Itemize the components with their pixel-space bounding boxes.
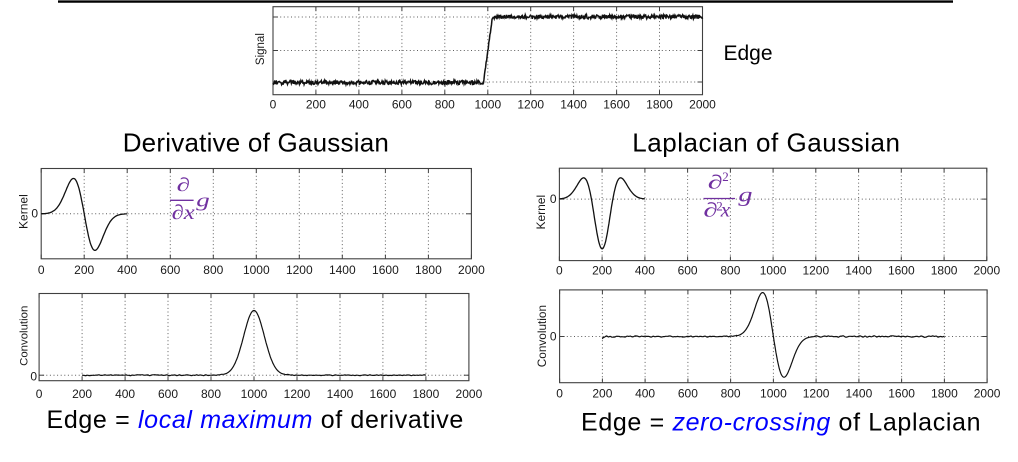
svg-text:1600: 1600 [372, 263, 399, 277]
svg-text:800: 800 [720, 263, 740, 277]
svg-text:Edge = zero-crossing of Laplac: Edge = zero-crossing of Laplacian [581, 408, 981, 436]
svg-text:0: 0 [550, 192, 557, 206]
svg-text:2000: 2000 [456, 387, 483, 401]
svg-text:g: g [738, 184, 752, 206]
svg-text:1800: 1800 [931, 386, 958, 400]
svg-text:2000: 2000 [974, 386, 1001, 400]
svg-text:0: 0 [556, 263, 563, 277]
svg-text:600: 600 [678, 386, 698, 400]
svg-text:1000: 1000 [760, 263, 787, 277]
svg-text:Edge = local maximum of deriva: Edge = local maximum of derivative [47, 406, 464, 434]
svg-text:0: 0 [550, 329, 557, 343]
svg-text:1200: 1200 [286, 263, 313, 277]
svg-text:0: 0 [31, 207, 38, 221]
svg-text:600: 600 [392, 98, 412, 112]
svg-text:1200: 1200 [284, 387, 311, 401]
svg-text:Convolution: Convolution [535, 305, 549, 367]
svg-text:400: 400 [635, 386, 655, 400]
svg-text:600: 600 [678, 263, 698, 277]
svg-text:1600: 1600 [370, 387, 397, 401]
svg-text:1000: 1000 [241, 387, 268, 401]
svg-text:400: 400 [349, 98, 369, 112]
svg-text:800: 800 [201, 387, 221, 401]
svg-text:800: 800 [203, 263, 223, 277]
svg-text:g: g [196, 190, 209, 211]
svg-text:Kernel: Kernel [17, 194, 31, 229]
svg-text:0: 0 [270, 98, 277, 112]
svg-text:∂: ∂ [703, 200, 717, 222]
svg-text:∂: ∂ [708, 171, 723, 193]
svg-text:∂x: ∂x [172, 201, 195, 224]
svg-text:2: 2 [722, 169, 729, 184]
svg-text:Laplacian of Gaussian: Laplacian of Gaussian [632, 128, 900, 158]
svg-text:1000: 1000 [474, 98, 501, 112]
svg-text:1200: 1200 [802, 263, 829, 277]
svg-text:1000: 1000 [760, 386, 787, 400]
svg-text:400: 400 [117, 263, 137, 277]
svg-text:2: 2 [716, 198, 723, 213]
svg-text:800: 800 [721, 386, 741, 400]
svg-text:1600: 1600 [888, 386, 915, 400]
svg-text:2000: 2000 [458, 263, 485, 277]
svg-text:Convolution: Convolution [19, 306, 31, 366]
svg-text:600: 600 [158, 387, 178, 401]
svg-text:x: x [720, 200, 730, 221]
svg-text:0: 0 [38, 263, 45, 277]
svg-text:1400: 1400 [846, 386, 873, 400]
svg-text:200: 200 [306, 98, 326, 112]
svg-text:2000: 2000 [689, 98, 716, 112]
svg-text:600: 600 [160, 263, 180, 277]
svg-text:1600: 1600 [603, 98, 630, 112]
svg-text:∂: ∂ [177, 175, 190, 196]
svg-text:1600: 1600 [888, 263, 915, 277]
svg-text:0: 0 [556, 386, 563, 400]
svg-text:1400: 1400 [329, 263, 356, 277]
svg-text:1400: 1400 [560, 98, 587, 112]
svg-text:1200: 1200 [517, 98, 544, 112]
svg-text:800: 800 [435, 98, 455, 112]
svg-text:2000: 2000 [973, 263, 1000, 277]
svg-text:200: 200 [592, 263, 612, 277]
svg-text:0: 0 [30, 369, 37, 383]
svg-text:Signal: Signal [255, 33, 267, 65]
svg-text:400: 400 [635, 263, 655, 277]
svg-text:200: 200 [592, 386, 612, 400]
svg-text:1400: 1400 [327, 387, 354, 401]
svg-text:0: 0 [36, 387, 43, 401]
svg-text:1800: 1800 [646, 98, 673, 112]
svg-text:400: 400 [115, 387, 135, 401]
svg-text:1800: 1800 [415, 263, 442, 277]
svg-text:1800: 1800 [931, 263, 958, 277]
svg-text:1800: 1800 [413, 387, 440, 401]
svg-text:1000: 1000 [243, 263, 270, 277]
svg-text:200: 200 [74, 263, 94, 277]
svg-text:200: 200 [72, 387, 92, 401]
svg-text:1400: 1400 [845, 263, 872, 277]
svg-text:1200: 1200 [803, 386, 830, 400]
svg-text:Edge: Edge [724, 42, 773, 65]
svg-text:Derivative of Gaussian: Derivative of Gaussian [123, 128, 389, 158]
svg-text:Kernel: Kernel [534, 195, 548, 230]
